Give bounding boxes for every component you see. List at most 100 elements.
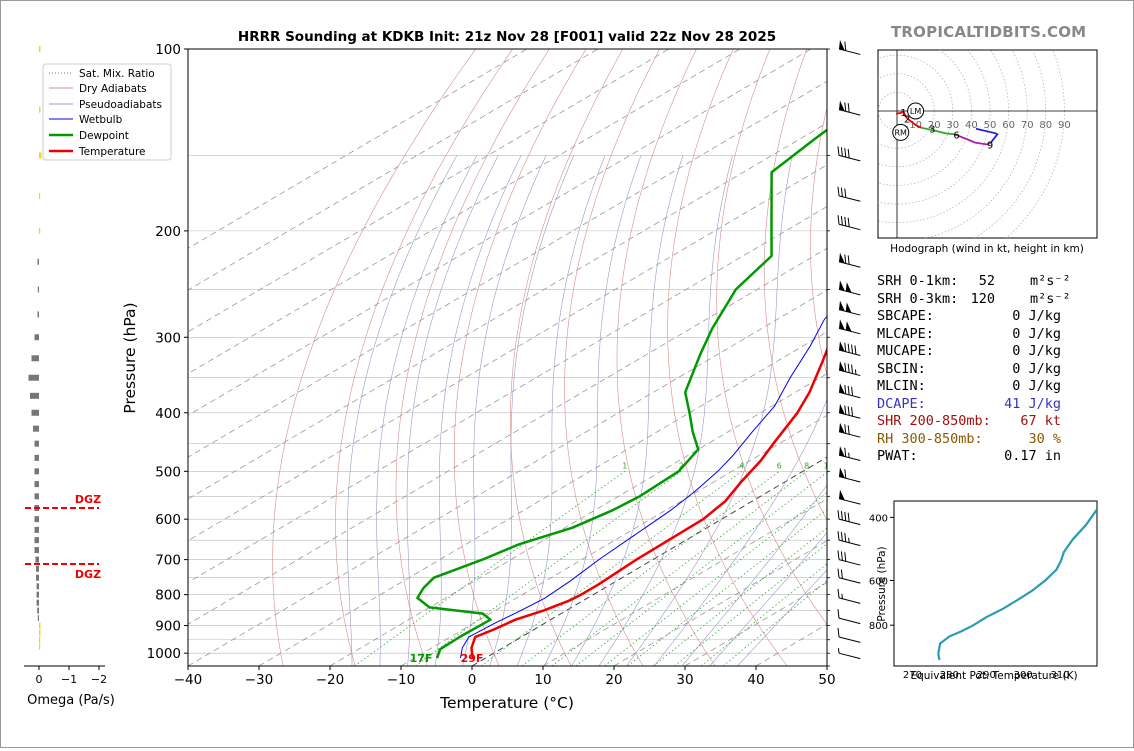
hodograph-ring-label: 80 xyxy=(1039,120,1052,131)
wind-barb xyxy=(837,550,861,566)
stat-srh-0-1km: SRH 0-1km: 52 m²s⁻² xyxy=(877,273,1071,289)
dry-adiabat xyxy=(616,49,716,666)
svg-text:Pseudoadiabats: Pseudoadiabats xyxy=(79,99,162,111)
omega-bar xyxy=(33,425,39,432)
theta-e-tick-labels: 270 280 290 300 310 400 600 800 xyxy=(869,513,1070,681)
y-tick-label: 1000 xyxy=(147,646,181,662)
mix-ratio-line xyxy=(627,508,827,666)
mix-ratio-line xyxy=(653,527,827,666)
isotherm xyxy=(188,122,827,500)
wind-barb xyxy=(838,422,861,438)
wind-barb xyxy=(837,588,861,604)
x-tick-label: −10 xyxy=(387,672,416,688)
isotherm xyxy=(188,49,741,375)
omega-bar xyxy=(28,374,39,381)
mix-ratio-label: 8 xyxy=(804,461,809,470)
omega-bars xyxy=(28,46,42,650)
stat-mucape: MUCAPE: 0 J/kg xyxy=(877,343,1061,359)
hodograph-height-label: 6 xyxy=(953,130,959,141)
omega-bar xyxy=(34,481,39,488)
dry-adiabat xyxy=(335,49,513,666)
dry-adiabat xyxy=(454,49,587,666)
svg-text:Wetbulb: Wetbulb xyxy=(79,114,123,126)
skewt-panel: 1 2 4 6 8 10 13 16 20 24 30 36 −40 −30 −20 −10 0 10 20 30 4… xyxy=(42,40,861,712)
surface-dewpoint-label: 17F xyxy=(410,652,433,665)
pseudoadiabat xyxy=(347,155,458,666)
hodograph-height-label: 9 xyxy=(987,140,993,151)
hodograph-trace: 12 3 6 9 LM RM xyxy=(892,102,999,151)
omega-bar xyxy=(37,615,39,622)
x-tick-label: 0 xyxy=(468,672,477,688)
mix-ratio-line xyxy=(480,470,742,666)
isotherm xyxy=(188,80,827,458)
theta-e-y-tick-label: 400 xyxy=(869,513,888,524)
hodograph-height-label: 1 xyxy=(900,108,906,119)
pseudoadiabat xyxy=(434,155,522,666)
isotherm xyxy=(400,414,827,666)
mix-ratio-line xyxy=(604,492,827,666)
legend-item-dry-adiabats: Dry Adiabats xyxy=(49,83,147,95)
x-tick-label: −40 xyxy=(174,672,203,688)
wind-barb xyxy=(838,489,861,505)
legend: Sat. Mix. Ratio Dry Adiabats Pseudoadiab… xyxy=(42,63,172,161)
omega-bar xyxy=(34,537,39,544)
sounding-stats: SRH 0-1km: 52 m²s⁻² SRH 0-3km: 120 m²s⁻²… xyxy=(877,273,1087,466)
theta-e-y-tick-label: 600 xyxy=(869,576,888,587)
legend-item-dewpoint: Dewpoint xyxy=(49,130,129,142)
stat-shear: SHR 200-850mb: 67 kt xyxy=(877,413,1061,429)
isotherm xyxy=(188,247,827,625)
isotherm xyxy=(329,373,827,666)
surface-temperature-label: 29F xyxy=(461,652,484,665)
svg-text:RM: RM xyxy=(894,128,907,137)
wind-barb xyxy=(838,403,861,419)
omega-bar xyxy=(39,629,41,636)
dry-adiabat xyxy=(564,49,660,666)
storm-motion-rm: RM xyxy=(892,123,910,141)
dry-adiabat xyxy=(667,49,788,666)
pseudoadiabat xyxy=(544,155,642,666)
svg-text:Temperature: Temperature xyxy=(78,146,146,158)
wind-barb xyxy=(838,383,861,399)
svg-text:Dewpoint: Dewpoint xyxy=(79,130,129,142)
omega-bar xyxy=(39,636,41,643)
pseudoadiabat xyxy=(516,155,606,666)
theta-e-x-tick-label: 290 xyxy=(977,670,996,681)
dry-adiabat xyxy=(272,49,476,666)
wind-barb xyxy=(837,510,861,526)
wind-barb xyxy=(837,609,861,625)
mix-ratio-label: 2 xyxy=(679,461,684,470)
omega-bar xyxy=(36,599,39,606)
x-tick-label: 20 xyxy=(605,672,622,688)
omega-bar xyxy=(34,334,39,341)
omega-bar xyxy=(34,526,39,533)
isotherm xyxy=(188,49,528,249)
x-tick-label: 40 xyxy=(747,672,764,688)
omega-bar xyxy=(39,192,41,199)
stat-sbcin: SBCIN: 0 J/kg xyxy=(877,360,1061,377)
pseudoadiabat xyxy=(571,155,684,666)
omega-bar xyxy=(34,454,39,461)
chart-title: HRRR Sounding at KDKB Init: 21z Nov 28 [… xyxy=(238,29,776,45)
isotherm xyxy=(188,49,812,416)
omega-bar xyxy=(36,574,39,581)
svg-text:Dry Adiabats: Dry Adiabats xyxy=(79,83,147,95)
hodograph-ring-label: 30 xyxy=(946,120,959,131)
omega-bar xyxy=(37,311,39,318)
mix-ratio-line xyxy=(415,470,682,666)
omega-bar xyxy=(39,46,41,52)
y-tick-label: 300 xyxy=(155,330,181,346)
omega-panel: 0 −1 −2 Omega (Pa/s) DGZ DGZ xyxy=(24,46,115,708)
isotherm xyxy=(258,331,827,666)
wind-barb xyxy=(838,252,861,268)
legend-item-mix-ratio: Sat. Mix. Ratio xyxy=(49,68,155,80)
hodograph-segment xyxy=(975,127,999,144)
svg-text:LM: LM xyxy=(910,107,921,116)
wind-barb xyxy=(837,568,861,584)
dry-adiabat xyxy=(763,49,827,521)
isotherm xyxy=(188,49,670,333)
wind-barb xyxy=(838,100,861,116)
theta-e-x-tick-label: 280 xyxy=(940,670,959,681)
hodograph-ring-label: 90 xyxy=(1058,120,1071,131)
wind-barb xyxy=(837,215,861,231)
